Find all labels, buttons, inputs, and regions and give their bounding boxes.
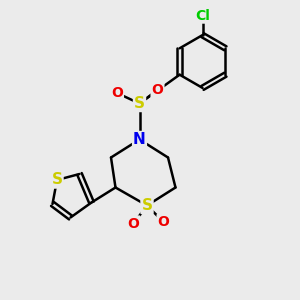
Text: Cl: Cl (195, 9, 210, 22)
Text: S: S (52, 172, 62, 188)
Text: O: O (158, 215, 169, 229)
Text: S: S (134, 96, 145, 111)
Text: S: S (142, 198, 152, 213)
Text: O: O (111, 86, 123, 100)
Text: O: O (152, 83, 164, 97)
Text: O: O (128, 217, 140, 230)
Text: N: N (133, 132, 146, 147)
